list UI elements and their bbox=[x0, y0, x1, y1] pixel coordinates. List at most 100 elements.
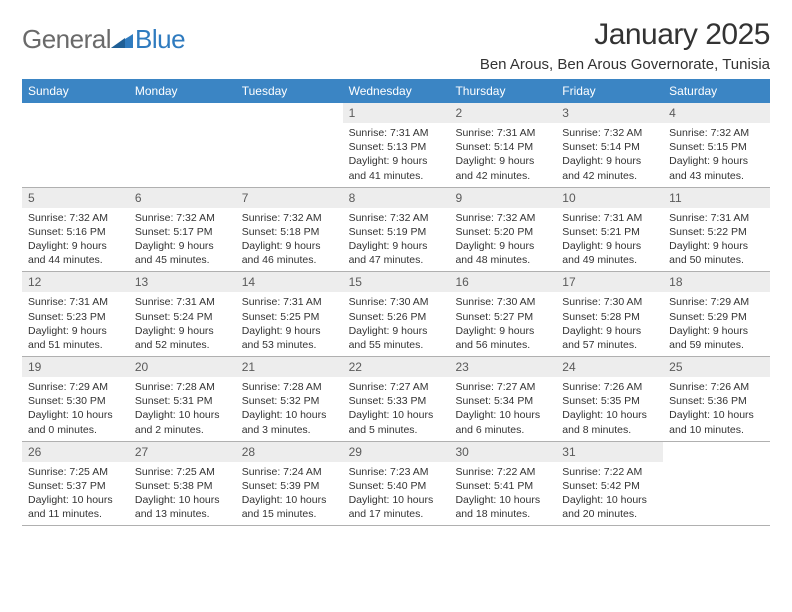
calendar-day-cell: 17Sunrise: 7:30 AMSunset: 5:28 PMDayligh… bbox=[556, 272, 663, 356]
day-details: Sunrise: 7:27 AMSunset: 5:34 PMDaylight:… bbox=[449, 377, 556, 437]
calendar-day-cell: 27Sunrise: 7:25 AMSunset: 5:38 PMDayligh… bbox=[129, 442, 236, 526]
day-number: 21 bbox=[236, 357, 343, 377]
sunset-line: Sunset: 5:17 PM bbox=[135, 225, 230, 239]
day-details: Sunrise: 7:28 AMSunset: 5:31 PMDaylight:… bbox=[129, 377, 236, 437]
calendar-day-cell: 23Sunrise: 7:27 AMSunset: 5:34 PMDayligh… bbox=[449, 357, 556, 441]
dow-header: Sunday bbox=[22, 79, 129, 103]
sunrise-line: Sunrise: 7:31 AM bbox=[669, 211, 764, 225]
daylight-line: Daylight: 10 hours and 0 minutes. bbox=[28, 408, 123, 436]
daylight-line: Daylight: 10 hours and 3 minutes. bbox=[242, 408, 337, 436]
sunset-line: Sunset: 5:29 PM bbox=[669, 310, 764, 324]
calendar-day-cell: 2Sunrise: 7:31 AMSunset: 5:14 PMDaylight… bbox=[449, 103, 556, 187]
sunset-line: Sunset: 5:15 PM bbox=[669, 140, 764, 154]
calendar-empty-cell: . bbox=[129, 103, 236, 187]
sunrise-line: Sunrise: 7:32 AM bbox=[455, 211, 550, 225]
day-details: Sunrise: 7:31 AMSunset: 5:22 PMDaylight:… bbox=[663, 208, 770, 268]
sunset-line: Sunset: 5:32 PM bbox=[242, 394, 337, 408]
daylight-line: Daylight: 9 hours and 47 minutes. bbox=[349, 239, 444, 267]
sunset-line: Sunset: 5:19 PM bbox=[349, 225, 444, 239]
calendar-day-cell: 13Sunrise: 7:31 AMSunset: 5:24 PMDayligh… bbox=[129, 272, 236, 356]
calendar-day-cell: 24Sunrise: 7:26 AMSunset: 5:35 PMDayligh… bbox=[556, 357, 663, 441]
calendar-day-cell: 31Sunrise: 7:22 AMSunset: 5:42 PMDayligh… bbox=[556, 442, 663, 526]
sunrise-line: Sunrise: 7:29 AM bbox=[28, 380, 123, 394]
day-number: 5 bbox=[22, 188, 129, 208]
day-details: Sunrise: 7:32 AMSunset: 5:19 PMDaylight:… bbox=[343, 208, 450, 268]
calendar-day-cell: 20Sunrise: 7:28 AMSunset: 5:31 PMDayligh… bbox=[129, 357, 236, 441]
day-details: Sunrise: 7:32 AMSunset: 5:18 PMDaylight:… bbox=[236, 208, 343, 268]
sunrise-line: Sunrise: 7:30 AM bbox=[562, 295, 657, 309]
sunrise-line: Sunrise: 7:31 AM bbox=[455, 126, 550, 140]
day-number: 22 bbox=[343, 357, 450, 377]
calendar-day-cell: 10Sunrise: 7:31 AMSunset: 5:21 PMDayligh… bbox=[556, 188, 663, 272]
calendar-day-cell: 9Sunrise: 7:32 AMSunset: 5:20 PMDaylight… bbox=[449, 188, 556, 272]
month-title: January 2025 bbox=[480, 18, 770, 52]
daylight-line: Daylight: 9 hours and 52 minutes. bbox=[135, 324, 230, 352]
daylight-line: Daylight: 10 hours and 8 minutes. bbox=[562, 408, 657, 436]
sunset-line: Sunset: 5:14 PM bbox=[562, 140, 657, 154]
calendar-day-cell: 25Sunrise: 7:26 AMSunset: 5:36 PMDayligh… bbox=[663, 357, 770, 441]
daylight-line: Daylight: 9 hours and 57 minutes. bbox=[562, 324, 657, 352]
daylight-line: Daylight: 9 hours and 46 minutes. bbox=[242, 239, 337, 267]
daylight-line: Daylight: 9 hours and 59 minutes. bbox=[669, 324, 764, 352]
day-details: Sunrise: 7:26 AMSunset: 5:35 PMDaylight:… bbox=[556, 377, 663, 437]
title-block: January 2025 Ben Arous, Ben Arous Govern… bbox=[480, 18, 770, 73]
day-details: Sunrise: 7:24 AMSunset: 5:39 PMDaylight:… bbox=[236, 462, 343, 522]
sunrise-line: Sunrise: 7:30 AM bbox=[349, 295, 444, 309]
day-details: Sunrise: 7:32 AMSunset: 5:16 PMDaylight:… bbox=[22, 208, 129, 268]
sunset-line: Sunset: 5:40 PM bbox=[349, 479, 444, 493]
daylight-line: Daylight: 9 hours and 51 minutes. bbox=[28, 324, 123, 352]
calendar-day-cell: 19Sunrise: 7:29 AMSunset: 5:30 PMDayligh… bbox=[22, 357, 129, 441]
day-number: 25 bbox=[663, 357, 770, 377]
day-details: Sunrise: 7:27 AMSunset: 5:33 PMDaylight:… bbox=[343, 377, 450, 437]
day-number: 10 bbox=[556, 188, 663, 208]
calendar-empty-cell: . bbox=[663, 442, 770, 526]
calendar-grid: SundayMondayTuesdayWednesdayThursdayFrid… bbox=[22, 79, 770, 526]
dow-header: Wednesday bbox=[343, 79, 450, 103]
calendar-empty-cell: . bbox=[236, 103, 343, 187]
day-number: 15 bbox=[343, 272, 450, 292]
calendar-day-cell: 16Sunrise: 7:30 AMSunset: 5:27 PMDayligh… bbox=[449, 272, 556, 356]
sunrise-line: Sunrise: 7:32 AM bbox=[669, 126, 764, 140]
day-number: 26 bbox=[22, 442, 129, 462]
day-details: Sunrise: 7:31 AMSunset: 5:23 PMDaylight:… bbox=[22, 292, 129, 352]
sunrise-line: Sunrise: 7:22 AM bbox=[562, 465, 657, 479]
daylight-line: Daylight: 10 hours and 6 minutes. bbox=[455, 408, 550, 436]
day-details: Sunrise: 7:32 AMSunset: 5:20 PMDaylight:… bbox=[449, 208, 556, 268]
daylight-line: Daylight: 10 hours and 2 minutes. bbox=[135, 408, 230, 436]
daylight-line: Daylight: 9 hours and 48 minutes. bbox=[455, 239, 550, 267]
sunset-line: Sunset: 5:33 PM bbox=[349, 394, 444, 408]
sunset-line: Sunset: 5:41 PM bbox=[455, 479, 550, 493]
sunrise-line: Sunrise: 7:31 AM bbox=[242, 295, 337, 309]
day-number: 29 bbox=[343, 442, 450, 462]
daylight-line: Daylight: 10 hours and 17 minutes. bbox=[349, 493, 444, 521]
calendar-page: General Blue January 2025 Ben Arous, Ben… bbox=[0, 0, 792, 536]
day-details: Sunrise: 7:30 AMSunset: 5:27 PMDaylight:… bbox=[449, 292, 556, 352]
calendar-day-cell: 14Sunrise: 7:31 AMSunset: 5:25 PMDayligh… bbox=[236, 272, 343, 356]
calendar-day-cell: 1Sunrise: 7:31 AMSunset: 5:13 PMDaylight… bbox=[343, 103, 450, 187]
calendar-day-cell: 28Sunrise: 7:24 AMSunset: 5:39 PMDayligh… bbox=[236, 442, 343, 526]
sunset-line: Sunset: 5:42 PM bbox=[562, 479, 657, 493]
sunset-line: Sunset: 5:22 PM bbox=[669, 225, 764, 239]
day-number: 27 bbox=[129, 442, 236, 462]
daylight-line: Daylight: 10 hours and 20 minutes. bbox=[562, 493, 657, 521]
day-details: Sunrise: 7:32 AMSunset: 5:15 PMDaylight:… bbox=[663, 123, 770, 183]
daylight-line: Daylight: 10 hours and 13 minutes. bbox=[135, 493, 230, 521]
sunset-line: Sunset: 5:27 PM bbox=[455, 310, 550, 324]
sunset-line: Sunset: 5:39 PM bbox=[242, 479, 337, 493]
day-number: 24 bbox=[556, 357, 663, 377]
dow-header: Saturday bbox=[663, 79, 770, 103]
day-number: 1 bbox=[343, 103, 450, 123]
calendar-empty-cell: . bbox=[22, 103, 129, 187]
day-details: Sunrise: 7:25 AMSunset: 5:37 PMDaylight:… bbox=[22, 462, 129, 522]
calendar-day-cell: 29Sunrise: 7:23 AMSunset: 5:40 PMDayligh… bbox=[343, 442, 450, 526]
sunset-line: Sunset: 5:16 PM bbox=[28, 225, 123, 239]
day-details: Sunrise: 7:32 AMSunset: 5:17 PMDaylight:… bbox=[129, 208, 236, 268]
dow-header-row: SundayMondayTuesdayWednesdayThursdayFrid… bbox=[22, 79, 770, 103]
sunrise-line: Sunrise: 7:22 AM bbox=[455, 465, 550, 479]
calendar-week-row: 19Sunrise: 7:29 AMSunset: 5:30 PMDayligh… bbox=[22, 357, 770, 442]
dow-header: Thursday bbox=[449, 79, 556, 103]
day-details: Sunrise: 7:31 AMSunset: 5:24 PMDaylight:… bbox=[129, 292, 236, 352]
day-details: Sunrise: 7:23 AMSunset: 5:40 PMDaylight:… bbox=[343, 462, 450, 522]
sunset-line: Sunset: 5:24 PM bbox=[135, 310, 230, 324]
sunrise-line: Sunrise: 7:32 AM bbox=[562, 126, 657, 140]
